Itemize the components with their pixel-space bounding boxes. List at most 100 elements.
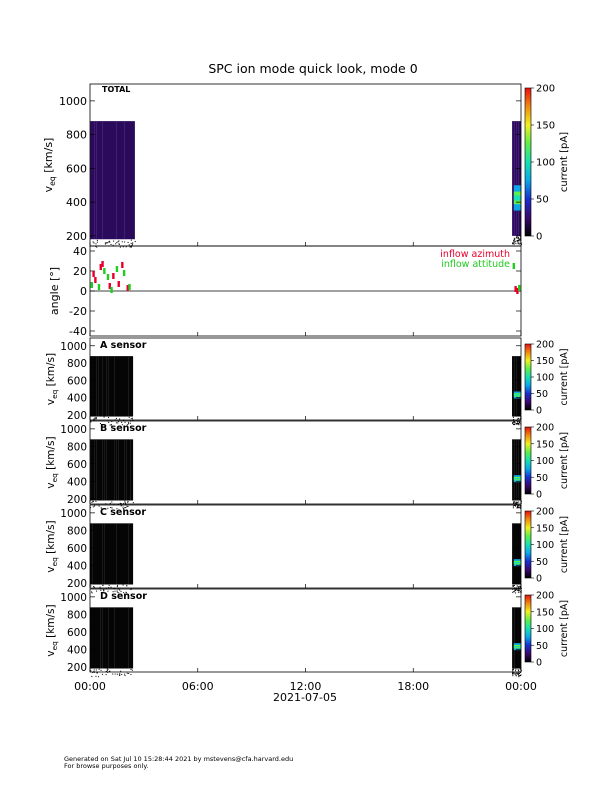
heatmap-speck — [119, 675, 121, 677]
heatmap-speck — [518, 239, 520, 241]
heatmap-texture — [128, 523, 129, 585]
heatmap-speck — [127, 500, 129, 502]
attitude-point — [103, 268, 106, 274]
heatmap-speck — [120, 670, 122, 672]
heatmap-speck — [512, 585, 514, 587]
heatmap-speck — [124, 675, 126, 677]
heatmap-speck — [126, 424, 128, 426]
heatmap-speck — [516, 585, 518, 587]
azimuth-point — [121, 262, 124, 268]
heatmap-texture — [516, 439, 517, 501]
heatmap-speck — [519, 668, 521, 670]
heatmap-texture — [512, 439, 513, 501]
heatmap-speck — [110, 243, 112, 245]
heatmap-texture — [98, 356, 99, 417]
heatmap-speck — [512, 423, 514, 425]
attitude-point — [110, 287, 113, 293]
heatmap-speck — [131, 669, 133, 671]
heatmap-speck — [128, 423, 130, 425]
heatmap-speck — [515, 505, 517, 507]
heatmap-speck — [126, 585, 128, 587]
heatmap-speck — [104, 242, 106, 244]
heatmap-speck — [517, 422, 519, 424]
colorbar-tick-label: 100 — [536, 456, 554, 467]
heatmap-speck — [130, 418, 132, 420]
heatmap-speck — [100, 589, 102, 591]
colorbar-tick-label: 100 — [536, 624, 554, 635]
heatmap-speck — [512, 670, 514, 672]
heatmap-texture — [514, 439, 515, 501]
heatmap-speck — [117, 584, 119, 586]
heatmap-speck — [96, 672, 98, 674]
heatmap-speck — [518, 417, 520, 419]
heatmap-speck — [515, 422, 517, 424]
heatmap-texture — [96, 356, 97, 417]
heatmap-speck — [127, 241, 129, 243]
heatmap-speck — [108, 584, 110, 586]
heatmap-speck — [515, 675, 517, 677]
heatmap-texture — [106, 356, 107, 417]
heatmap-speck — [95, 418, 97, 420]
attitude-point — [518, 285, 521, 291]
heatmap-speck — [519, 591, 521, 593]
heatmap-texture — [512, 121, 513, 236]
heatmap-speck — [129, 422, 131, 424]
heatmap-speck — [114, 590, 116, 592]
heatmap-block — [512, 523, 521, 585]
heatmap-speck — [98, 676, 100, 678]
panel-label: D sensor — [100, 591, 147, 602]
heatmap-speck — [95, 669, 97, 671]
colorbar-tick-label: 150 — [536, 607, 554, 618]
panel-label: TOTAL — [102, 85, 130, 94]
heatmap-speck — [118, 592, 120, 594]
heatmap-speck — [119, 589, 121, 591]
panel-b-sensor: 200 400 600 800 1000 B sensor veq [km/s] 0 50 100… — [45, 420, 570, 510]
heatmap-texture — [96, 439, 97, 501]
colorbar-tick-label: 150 — [536, 356, 554, 367]
heatmap-speck — [519, 675, 521, 677]
legend-entry: inflow attitude — [441, 259, 510, 270]
y-tick-label: 200 — [67, 494, 87, 506]
colorbar-tick-label: 150 — [536, 439, 554, 450]
heatmap-speck — [516, 421, 518, 423]
heatmap-speck — [517, 236, 519, 238]
panel-d-sensor: 200 400 600 800 1000 D sensor veq [km/s] 0 50 100… — [45, 588, 570, 678]
heatmap-speck — [131, 244, 133, 246]
heatmap-speck — [90, 591, 92, 593]
heatmap-speck — [105, 674, 107, 676]
colorbar — [524, 426, 532, 495]
heatmap-speck — [518, 424, 520, 426]
heatmap-speck — [92, 506, 94, 508]
azimuth-point — [516, 288, 519, 294]
heatmap-speck — [132, 502, 134, 504]
heatmap-speck — [518, 589, 520, 591]
heatmap-speck — [512, 242, 514, 244]
heatmap-speck — [514, 422, 516, 424]
heatmap-speck — [93, 418, 95, 420]
heatmap-speck — [519, 505, 521, 507]
heatmap-speck — [514, 502, 516, 504]
heatmap-speck — [512, 668, 514, 670]
heatmap-speck — [105, 587, 107, 589]
heatmap-speck — [116, 590, 118, 592]
heatmap-texture — [126, 439, 127, 501]
heatmap-speck — [517, 505, 519, 507]
heatmap-speck — [515, 502, 517, 504]
heatmap-speck — [514, 590, 516, 592]
heatmap-speck — [514, 673, 516, 675]
heatmap-speck — [121, 241, 123, 243]
heatmap-speck — [122, 506, 124, 508]
heatmap-cell — [513, 645, 521, 648]
colorbar-label: current [pA] — [559, 348, 570, 405]
heatmap-speck — [103, 589, 105, 591]
heatmap-speck — [518, 591, 520, 593]
heatmap-speck — [519, 239, 521, 241]
heatmap-speck — [513, 672, 515, 674]
heatmap-texture — [94, 439, 95, 501]
y-tick-label: 200 — [67, 662, 87, 674]
heatmap-speck — [113, 587, 115, 589]
heatmap-texture — [106, 439, 107, 501]
heatmap-speck — [517, 669, 519, 671]
heatmap-speck — [513, 591, 515, 593]
heatmap-speck — [513, 585, 515, 587]
